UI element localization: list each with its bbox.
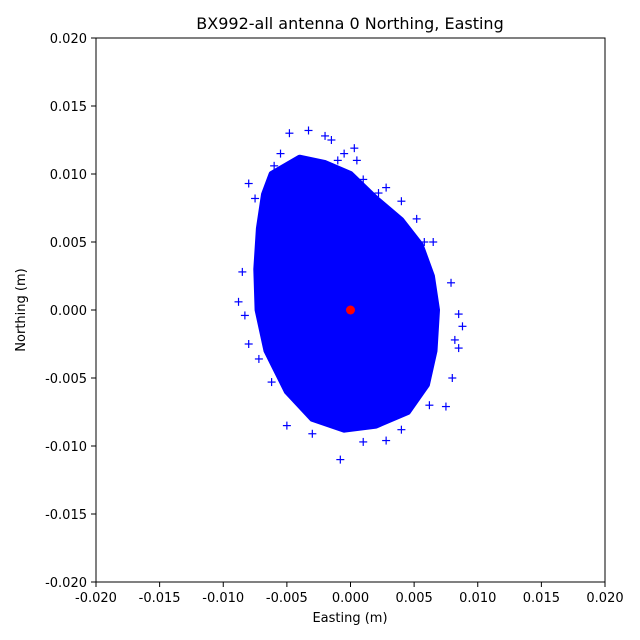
- y-tick-label: 0.020: [50, 32, 87, 47]
- plus-marker: [282, 421, 291, 430]
- plus-marker: [359, 437, 368, 446]
- plus-marker: [374, 189, 383, 198]
- x-tick-label: 0.005: [396, 591, 433, 606]
- plus-marker: [454, 344, 463, 353]
- plus-marker: [285, 129, 294, 138]
- plus-marker: [336, 455, 345, 464]
- plus-marker: [340, 149, 349, 158]
- plus-marker: [447, 278, 456, 287]
- y-tick-label: -0.015: [45, 508, 87, 523]
- x-tick-label: -0.010: [202, 591, 244, 606]
- y-tick-label: 0.010: [50, 168, 87, 183]
- mean-point: [346, 305, 355, 315]
- plus-marker: [412, 214, 421, 223]
- plus-marker: [240, 311, 249, 320]
- y-tick-label: 0.005: [50, 236, 87, 251]
- plus-marker: [441, 402, 450, 411]
- x-tick-label: -0.005: [266, 591, 308, 606]
- plus-marker: [397, 197, 406, 206]
- x-tick-label: 0.010: [459, 591, 496, 606]
- plus-marker: [304, 126, 313, 135]
- plus-marker: [352, 156, 361, 165]
- y-tick-label: 0.000: [50, 304, 87, 319]
- plus-marker: [321, 131, 330, 140]
- x-tick-label: -0.015: [139, 591, 181, 606]
- plus-marker: [454, 310, 463, 319]
- x-axis-label: Easting (m): [312, 611, 387, 626]
- x-axis-ticks: -0.020 -0.015 -0.010 -0.005 0.000 0.005 0.010 0…: [75, 582, 624, 606]
- x-tick-label: 0.000: [332, 591, 369, 606]
- plus-marker: [420, 238, 429, 246]
- scatter-points: [234, 126, 467, 464]
- plus-marker: [382, 183, 391, 192]
- chart-title: BX992-all antenna 0 Northing, Easting: [196, 14, 503, 33]
- plus-marker: [267, 378, 276, 387]
- plus-marker: [448, 374, 457, 382]
- plus-marker: [397, 425, 406, 434]
- plus-marker: [458, 322, 467, 331]
- y-tick-label: -0.010: [45, 440, 87, 455]
- x-tick-label: -0.020: [75, 591, 117, 606]
- plus-marker: [244, 340, 253, 348]
- plus-marker: [359, 175, 368, 184]
- plus-marker: [270, 161, 279, 170]
- plus-marker: [450, 335, 459, 344]
- plus-marker: [327, 136, 336, 144]
- point-cloud: [253, 154, 440, 433]
- plus-marker: [276, 149, 285, 158]
- plus-marker: [234, 297, 243, 306]
- plus-marker: [382, 436, 391, 445]
- y-tick-label: -0.005: [45, 372, 87, 387]
- y-tick-label: 0.015: [50, 100, 87, 115]
- plus-marker: [308, 429, 317, 438]
- plus-marker: [251, 194, 260, 203]
- x-tick-label: 0.020: [586, 591, 623, 606]
- plus-marker: [425, 401, 434, 410]
- plus-marker: [238, 267, 247, 276]
- plus-marker: [244, 179, 253, 188]
- dense-point-region: [253, 154, 440, 433]
- plus-marker: [350, 144, 359, 153]
- plus-marker: [333, 156, 342, 165]
- y-tick-label: -0.020: [45, 576, 87, 591]
- plus-marker: [254, 354, 263, 363]
- y-axis-ticks: -0.020 -0.015 -0.010 -0.005 0.000 0.005 0.010 0…: [45, 32, 96, 591]
- x-tick-label: 0.015: [523, 591, 560, 606]
- plus-marker: [429, 238, 438, 246]
- y-axis-label: Northing (m): [14, 268, 29, 351]
